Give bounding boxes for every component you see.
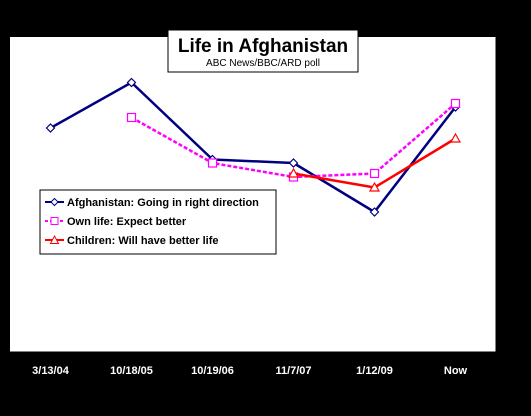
data-point-diamond bbox=[126, 77, 137, 88]
legend-item-own-life: Own life: Expect better bbox=[45, 216, 187, 228]
data-point-diamond bbox=[288, 158, 299, 168]
legend-label-children: Children: Will have better life bbox=[67, 235, 218, 247]
data-point-square bbox=[207, 158, 218, 168]
data-point-square bbox=[369, 168, 380, 179]
y-tick-label: 10% bbox=[504, 313, 522, 323]
legend-item-afghanistan: Afghanistan: Going in right direction bbox=[45, 197, 259, 209]
y-tick-label: 0% bbox=[504, 348, 517, 358]
data-point-triangle bbox=[287, 167, 300, 178]
y-tick-label: 80% bbox=[504, 68, 522, 78]
series-3 bbox=[287, 132, 462, 192]
data-point-square bbox=[450, 98, 461, 109]
y-tick-label: 60% bbox=[504, 138, 522, 148]
legend: Afghanistan: Going in right direction Ow… bbox=[39, 189, 277, 255]
y-tick-label: 70% bbox=[504, 103, 522, 113]
series-line bbox=[49, 81, 457, 214]
x-tick-label: 10/18/05 bbox=[110, 365, 153, 377]
data-point-triangle bbox=[449, 132, 462, 143]
x-tick-label: 1/12/09 bbox=[356, 365, 393, 377]
chart-subtitle: ABC News/BBC/ARD poll bbox=[206, 58, 320, 69]
legend-marker-square-icon bbox=[50, 217, 59, 225]
axis-layer: 0% 10% 20% 30% 40% 50% 60% 70% 80% 90% 3/13/04 10/1… bbox=[10, 33, 522, 377]
data-point-triangle bbox=[368, 181, 381, 192]
y-tick-label: 20% bbox=[504, 278, 522, 288]
data-point-square bbox=[126, 112, 137, 123]
legend-marker-diamond-icon bbox=[50, 197, 59, 207]
x-tick-label: 3/13/04 bbox=[32, 365, 70, 377]
legend-marker-triangle-icon bbox=[49, 234, 60, 244]
legend-label-own-life: Own life: Expect better bbox=[67, 216, 187, 228]
title-box-frame bbox=[167, 29, 359, 73]
x-tick-label: 10/19/06 bbox=[191, 365, 234, 377]
x-tick-label: Now bbox=[444, 365, 468, 377]
chart-title: Life in Afghanistan bbox=[178, 36, 348, 57]
data-point-diamond bbox=[369, 207, 380, 217]
y-tick-label: 40% bbox=[504, 208, 522, 218]
series-layer bbox=[45, 77, 462, 217]
x-tick-label: 11/7/07 bbox=[275, 365, 311, 377]
legend-item-children: Children: Will have better life bbox=[45, 234, 218, 247]
data-point-diamond bbox=[45, 123, 56, 133]
y-tick-label: 30% bbox=[504, 243, 522, 253]
y-tick-label: 50% bbox=[504, 173, 522, 183]
title-box: Life in Afghanistan ABC News/BBC/ARD pol… bbox=[167, 29, 359, 73]
legend-label-afghanistan: Afghanistan: Going in right direction bbox=[67, 197, 259, 209]
y-tick-label: 90% bbox=[504, 33, 522, 43]
legend-frame bbox=[39, 189, 277, 255]
